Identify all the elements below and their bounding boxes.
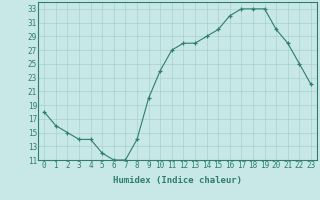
X-axis label: Humidex (Indice chaleur): Humidex (Indice chaleur) <box>113 176 242 185</box>
